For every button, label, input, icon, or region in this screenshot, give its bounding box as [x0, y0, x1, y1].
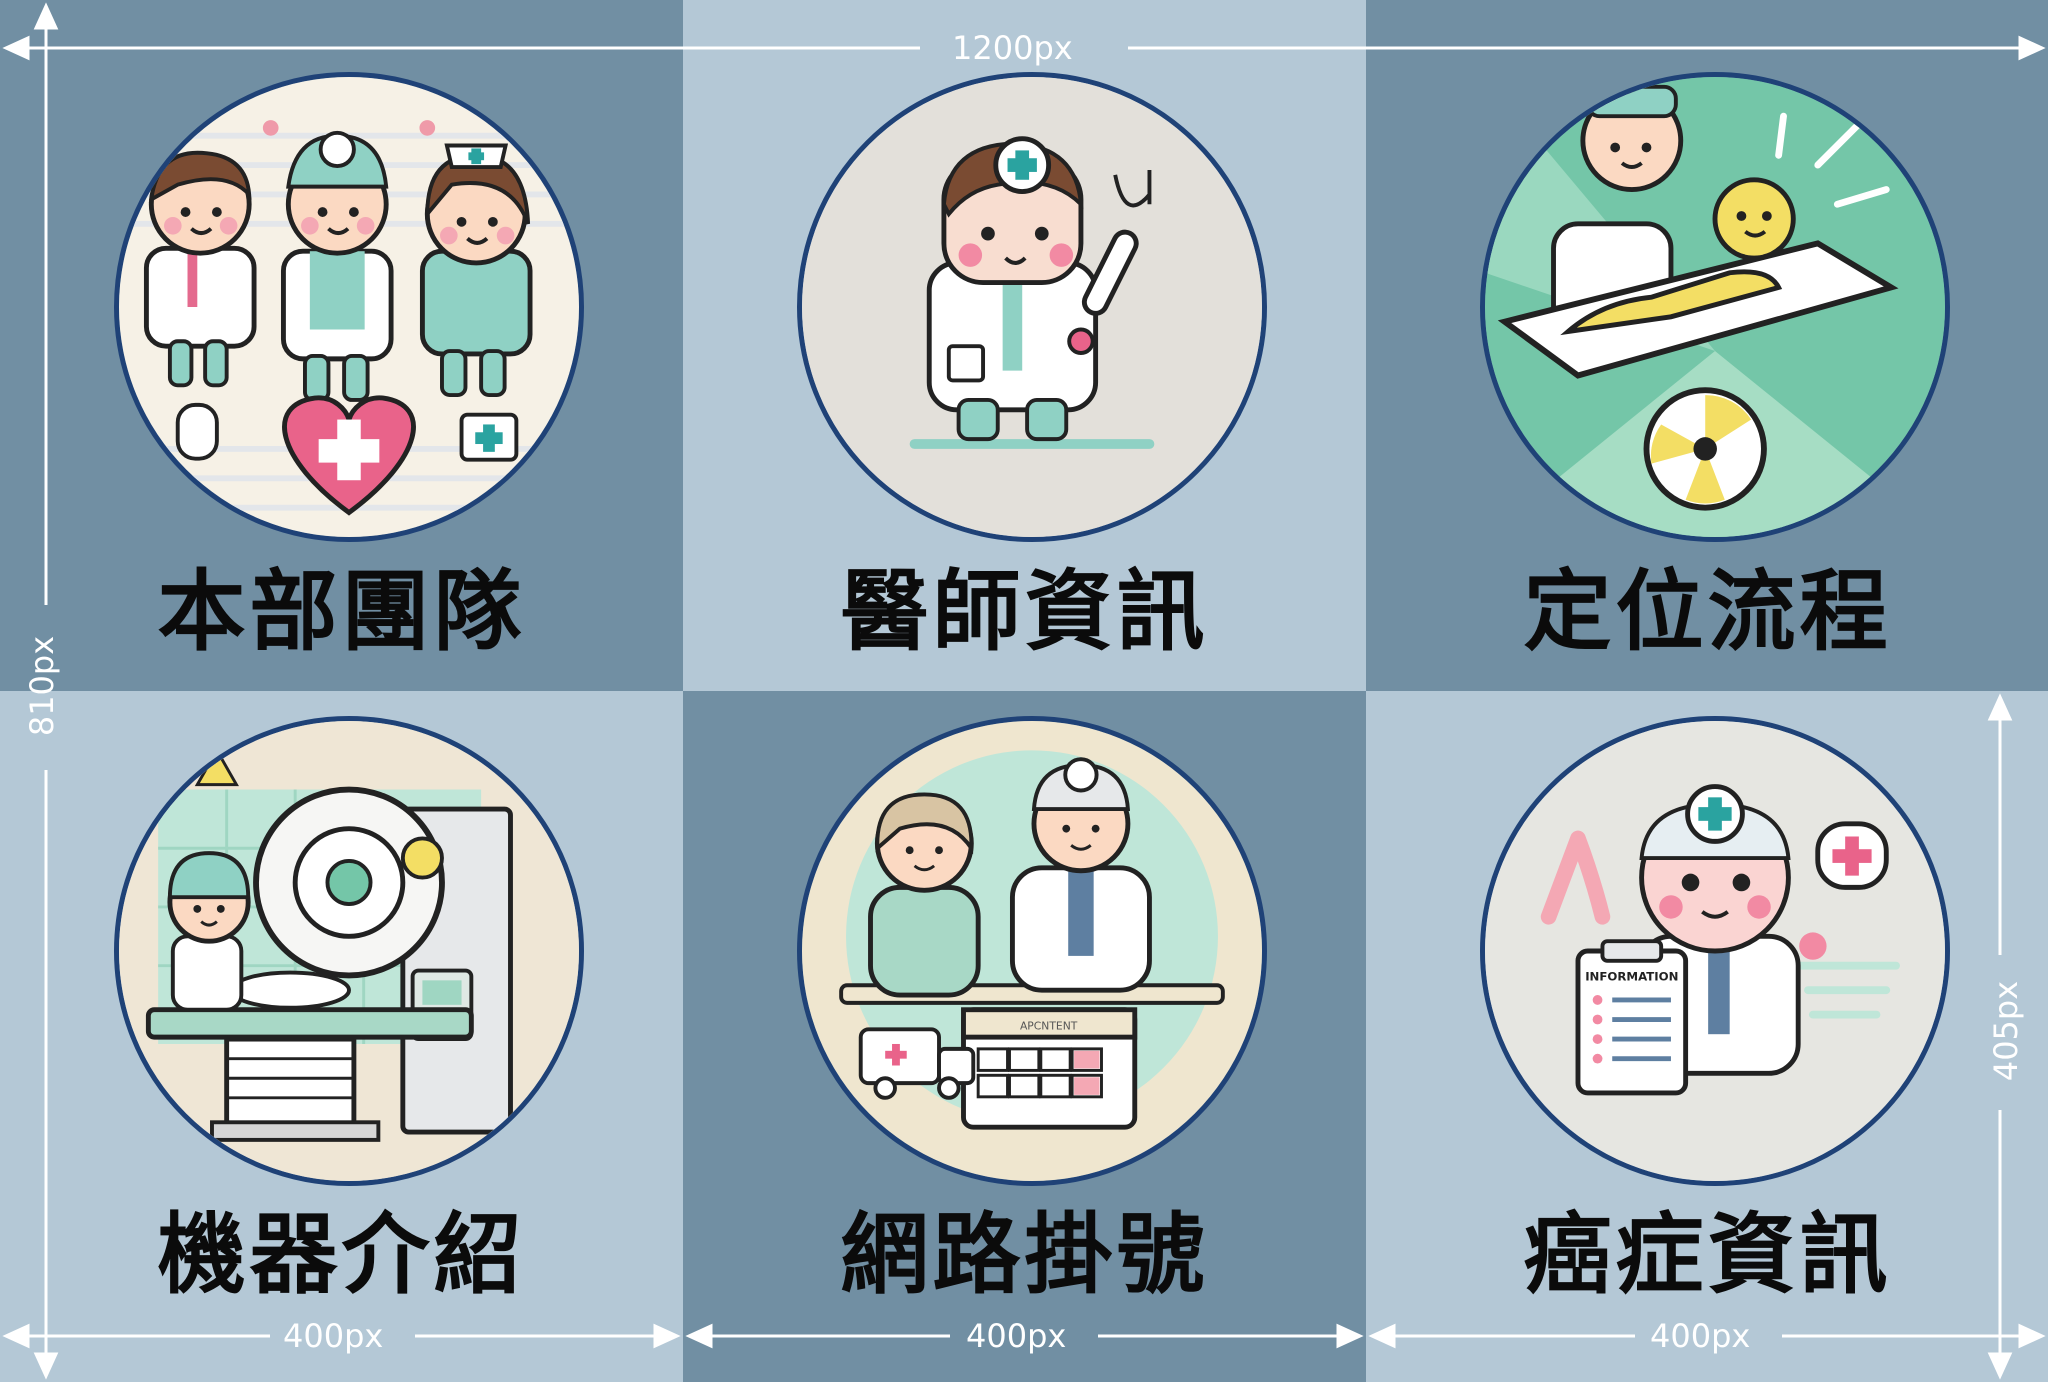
tile-width-label: 400px	[283, 1317, 384, 1355]
total-width-label: 1200px	[952, 29, 1073, 67]
information-clipboard-text: INFORMATION	[1585, 969, 1678, 983]
tile-team[interactable]: 本部團隊	[0, 0, 683, 691]
tile-label: 網路掛號	[840, 1203, 1209, 1306]
total-height-label: 810px	[23, 635, 62, 737]
tile-online-registration[interactable]: APCNTENT 網路掛號	[683, 691, 1366, 1382]
radiation-machine-icon	[114, 716, 584, 1186]
tile-cancer-info[interactable]: INFORMATION 癌症資訊	[1366, 691, 2048, 1382]
tile-label: 定位流程	[1523, 560, 1892, 663]
patient-positioning-icon	[1480, 72, 1950, 542]
online-appointment-icon: APCNTENT	[797, 716, 1267, 1186]
tile-positioning-process[interactable]: 定位流程	[1366, 0, 2048, 691]
tile-label: 本部團隊	[157, 560, 526, 663]
tile-doctor-info[interactable]: 醫師資訊	[683, 0, 1366, 691]
tile-label: 癌症資訊	[1523, 1203, 1892, 1306]
medical-team-icon	[114, 72, 584, 542]
tile-width-label: 400px	[1650, 1317, 1751, 1355]
tile-machine-intro[interactable]: 機器介紹	[0, 691, 683, 1382]
cancer-information-icon: INFORMATION	[1480, 716, 1950, 1186]
appointment-card-text: APCNTENT	[1020, 1019, 1078, 1032]
doctor-icon	[797, 72, 1267, 542]
tile-height-label: 405px	[1987, 980, 2026, 1082]
tile-width-label: 400px	[966, 1317, 1067, 1355]
tile-label: 機器介紹	[157, 1203, 526, 1306]
tile-label: 醫師資訊	[840, 560, 1209, 663]
